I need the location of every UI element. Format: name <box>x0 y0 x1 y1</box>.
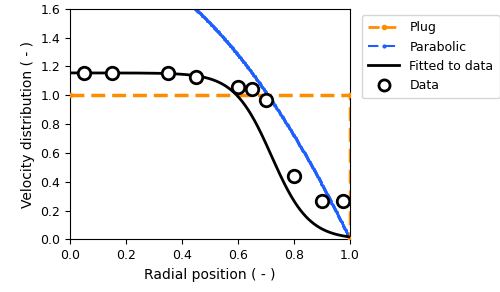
Y-axis label: Velocity distribution ( - ): Velocity distribution ( - ) <box>20 41 34 208</box>
X-axis label: Radial position ( - ): Radial position ( - ) <box>144 268 276 282</box>
Legend: Plug, Parabolic, Fitted to data, Data: Plug, Parabolic, Fitted to data, Data <box>362 15 500 98</box>
